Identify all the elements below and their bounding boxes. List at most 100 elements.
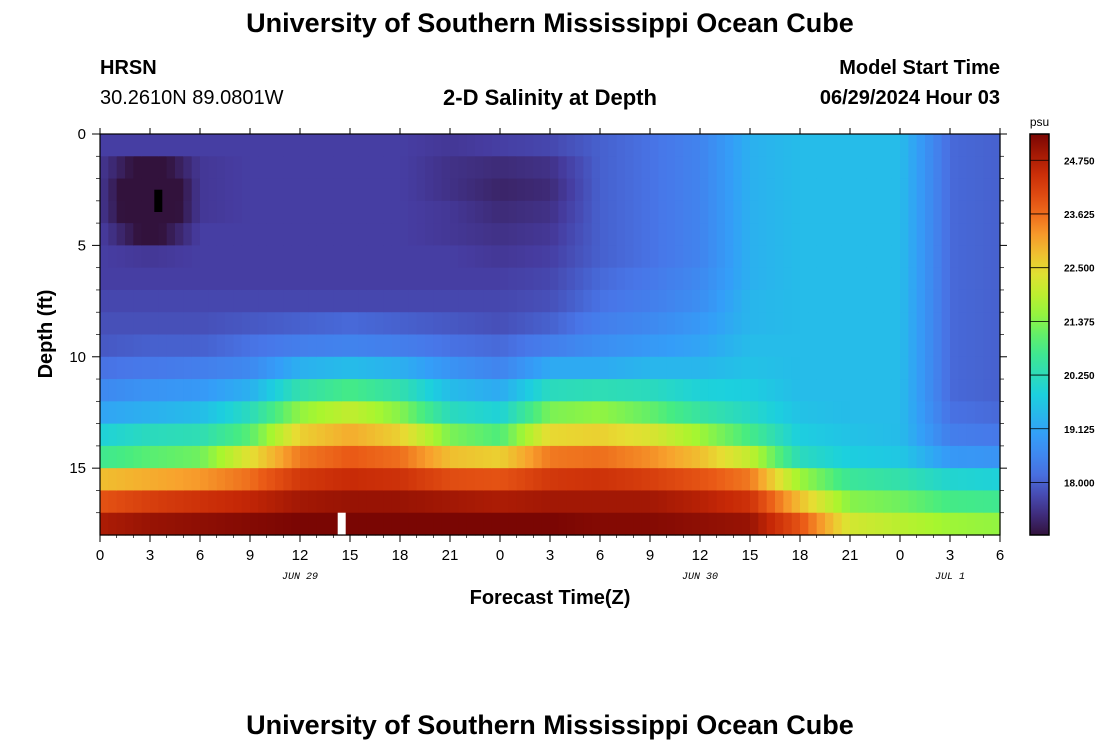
heatmap-cell bbox=[700, 356, 709, 380]
heatmap-cell bbox=[475, 156, 484, 180]
heatmap-cell bbox=[100, 312, 109, 336]
heatmap-cell bbox=[908, 267, 918, 291]
heatmap-cell bbox=[800, 245, 809, 269]
heatmap-cell bbox=[816, 289, 826, 313]
heatmap-cell bbox=[141, 178, 151, 202]
heatmap-cell bbox=[775, 445, 784, 469]
heatmap-cell bbox=[383, 312, 393, 336]
heatmap-cell bbox=[233, 200, 243, 224]
heatmap-cell bbox=[466, 178, 476, 202]
heatmap-cell bbox=[816, 134, 826, 157]
heatmap-cell bbox=[608, 468, 618, 492]
heatmap-cell bbox=[966, 267, 976, 291]
heatmap-cell bbox=[400, 134, 409, 157]
heatmap-cell bbox=[675, 445, 684, 469]
heatmap-cell bbox=[200, 312, 209, 336]
heatmap-cell bbox=[825, 245, 834, 269]
heatmap-cell bbox=[233, 178, 243, 202]
heatmap-cell bbox=[491, 156, 501, 180]
heatmap-cell bbox=[441, 334, 451, 358]
heatmap-cell bbox=[633, 490, 643, 514]
heatmap-cell bbox=[550, 312, 559, 336]
heatmap-cell bbox=[275, 356, 284, 380]
heatmap-cell bbox=[758, 423, 768, 447]
heatmap-cell bbox=[341, 356, 351, 380]
heatmap-cell bbox=[816, 245, 826, 269]
heatmap-cell bbox=[575, 334, 584, 358]
heatmap-cell bbox=[625, 134, 634, 157]
heatmap-cell bbox=[708, 512, 718, 536]
heatmap-cell bbox=[500, 356, 509, 380]
heatmap-cell bbox=[316, 156, 326, 180]
heatmap-cell bbox=[275, 156, 284, 180]
heatmap-cell bbox=[183, 423, 193, 447]
heatmap-cell bbox=[100, 423, 109, 447]
heatmap-cell bbox=[975, 245, 984, 269]
heatmap-cell bbox=[975, 156, 984, 180]
heatmap-cell bbox=[675, 468, 684, 492]
heatmap-cell bbox=[416, 289, 426, 313]
heatmap-cell bbox=[383, 423, 393, 447]
heatmap-cell bbox=[733, 223, 743, 246]
heatmap-cell bbox=[833, 156, 843, 180]
heatmap-cell bbox=[550, 223, 559, 246]
heatmap-cell bbox=[716, 356, 726, 380]
heatmap-cell bbox=[141, 200, 151, 224]
heatmap-cell bbox=[258, 445, 268, 469]
y-tick-label: 10 bbox=[69, 349, 86, 366]
heatmap-cell bbox=[391, 223, 401, 246]
heatmap-cell bbox=[683, 267, 693, 291]
heatmap-cell bbox=[758, 245, 768, 269]
heatmap-cell bbox=[658, 267, 668, 291]
heatmap-cell bbox=[350, 445, 359, 469]
heatmap-cell bbox=[616, 334, 626, 358]
heatmap-cell bbox=[441, 468, 451, 492]
heatmap-cell bbox=[183, 445, 193, 469]
heatmap-cell bbox=[183, 512, 193, 536]
heatmap-cell bbox=[741, 423, 751, 447]
heatmap-cell bbox=[725, 512, 734, 536]
heatmap-cell bbox=[275, 445, 284, 469]
heatmap-cell bbox=[125, 245, 134, 269]
heatmap-cell bbox=[233, 490, 243, 514]
heatmap-cell bbox=[950, 512, 959, 536]
heatmap-cell bbox=[683, 512, 693, 536]
heatmap-cell bbox=[383, 156, 393, 180]
heatmap-cell bbox=[358, 223, 368, 246]
heatmap-cell bbox=[358, 178, 368, 202]
heatmap-cell bbox=[900, 468, 909, 492]
heatmap-cell bbox=[483, 245, 493, 269]
heatmap-cell bbox=[533, 223, 543, 246]
heatmap-cell bbox=[925, 512, 934, 536]
heatmap-cell bbox=[216, 490, 226, 514]
heatmap-cell bbox=[975, 490, 984, 514]
heatmap-cell bbox=[525, 512, 534, 536]
heatmap-cell bbox=[116, 356, 126, 380]
heatmap-cell bbox=[116, 200, 126, 224]
heatmap-cell bbox=[225, 468, 234, 492]
heatmap-cell bbox=[558, 468, 568, 492]
heatmap-cell bbox=[191, 490, 201, 514]
heatmap-cell bbox=[258, 468, 268, 492]
heatmap-cell bbox=[891, 156, 901, 180]
heatmap-cell bbox=[433, 267, 443, 291]
heatmap-cell bbox=[283, 379, 293, 402]
heatmap-cell bbox=[475, 178, 484, 202]
heatmap-cell bbox=[350, 356, 359, 380]
heatmap-cell bbox=[908, 312, 918, 336]
heatmap-cell bbox=[108, 200, 118, 224]
heatmap-cell bbox=[825, 156, 834, 180]
heatmap-cell bbox=[333, 445, 343, 469]
x-tick-label: 21 bbox=[442, 547, 459, 564]
heatmap-cell bbox=[116, 289, 126, 313]
heatmap-cell bbox=[833, 490, 843, 514]
heatmap-cell bbox=[150, 379, 159, 402]
heatmap-cell bbox=[325, 156, 334, 180]
heatmap-cell bbox=[283, 334, 293, 358]
x-tick-label: 3 bbox=[146, 547, 154, 564]
heatmap-cell bbox=[900, 512, 909, 536]
heatmap-cell bbox=[791, 267, 801, 291]
heatmap-cell bbox=[691, 490, 701, 514]
heatmap-cell bbox=[508, 401, 518, 425]
y-axis-label: Depth (ft) bbox=[35, 290, 57, 379]
